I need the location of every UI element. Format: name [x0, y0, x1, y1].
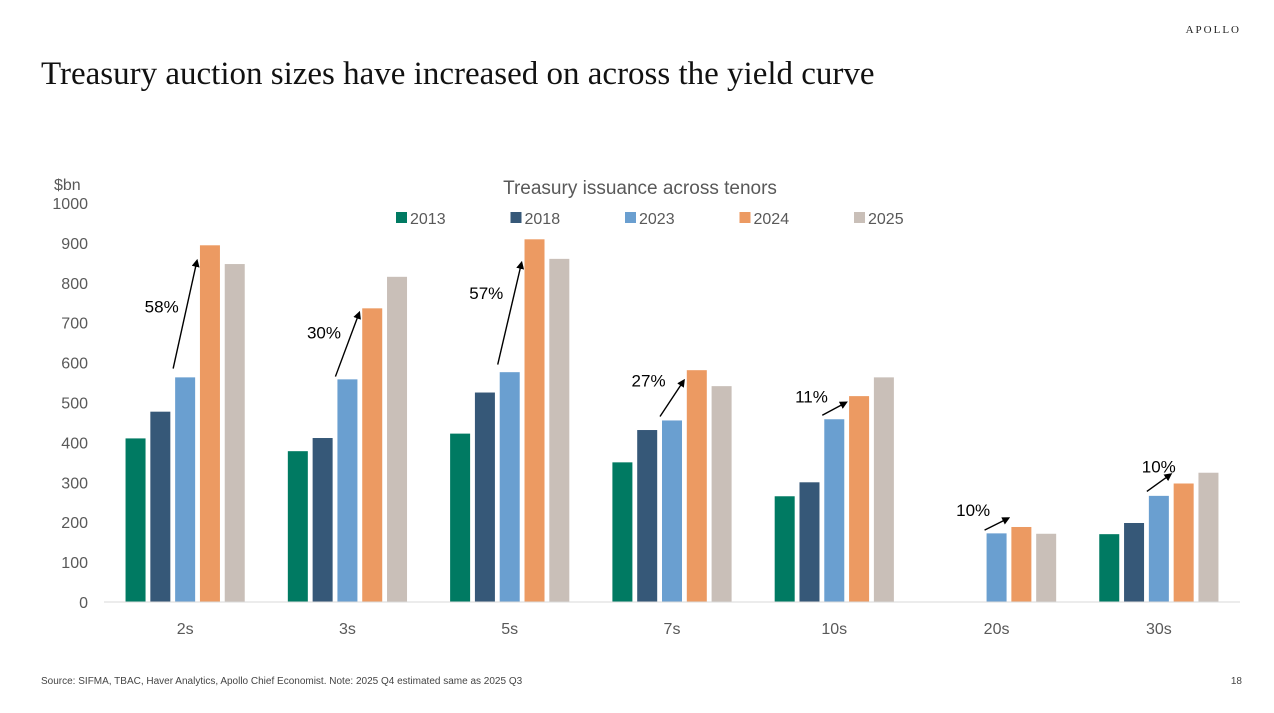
bar-2024-10s — [849, 396, 870, 602]
growth-label: 27% — [632, 372, 666, 391]
legend-item-2024: 2024 — [739, 211, 790, 228]
bar-2013-5s — [450, 433, 471, 602]
y-tick-label: 0 — [79, 595, 88, 612]
growth-label: 30% — [307, 324, 341, 343]
bar-2023-10s — [824, 419, 845, 602]
x-tick-label: 7s — [664, 621, 681, 638]
y-axis: 0 100 200 300 400 500 600 700 800 900 1000 — [52, 196, 88, 612]
annotation-7s: 27% — [632, 372, 685, 417]
legend-item-2018: 2018 — [510, 211, 561, 228]
brand-logo: APOLLO — [1185, 24, 1241, 36]
y-tick-label: 600 — [61, 356, 88, 373]
x-tick-label: 10s — [821, 621, 847, 638]
bar-2025-5s — [549, 258, 570, 602]
annotation-2s: 58% — [145, 258, 200, 369]
y-tick-label: 200 — [61, 515, 88, 532]
bar-2018-10s — [799, 482, 820, 602]
bar-2025-30s — [1198, 472, 1219, 602]
bar-2013-7s — [612, 462, 633, 602]
y-tick-label: 1000 — [52, 196, 88, 213]
bar-2023-7s — [662, 420, 682, 602]
legend-swatch — [510, 212, 522, 223]
x-tick-label: 5s — [501, 621, 518, 638]
annotation-30s: 10% — [1142, 457, 1176, 493]
legend-swatch — [625, 212, 636, 223]
bar-2025-3s — [387, 276, 408, 602]
bar-2025-20s — [1036, 533, 1057, 602]
growth-arrow — [334, 310, 361, 377]
legend-item-2023: 2023 — [625, 211, 675, 228]
bar-2024-3s — [362, 308, 383, 602]
legend-item-2013: 2013 — [396, 211, 446, 228]
bar-2013-10s — [774, 496, 795, 602]
annotation-10s: 11% — [795, 388, 848, 416]
legend-swatch — [739, 212, 751, 223]
growth-arrow — [1146, 473, 1173, 493]
growth-label: 57% — [469, 284, 503, 303]
legend-label: 2018 — [525, 211, 561, 228]
growth-arrow — [497, 260, 525, 365]
x-tick-label: 3s — [339, 621, 356, 638]
bar-2023-5s — [499, 372, 520, 602]
x-tick-label: 30s — [1146, 621, 1172, 638]
legend-item-2025: 2025 — [854, 211, 904, 228]
page-number: 18 — [1230, 676, 1242, 687]
annotation-20s: 10% — [956, 501, 1011, 531]
bar-2024-5s — [524, 239, 545, 602]
growth-arrow — [172, 258, 200, 369]
x-axis: 2s 3s 5s 7s 10s 20s 30s — [177, 621, 1172, 638]
bar-2025-10s — [873, 377, 894, 602]
bar-2018-7s — [637, 430, 658, 602]
bar-2013-30s — [1099, 534, 1120, 602]
x-tick-label: 2s — [177, 621, 194, 638]
legend-label: 2013 — [410, 211, 446, 228]
growth-label: 11% — [795, 388, 828, 407]
bar-2018-2s — [150, 411, 171, 602]
bar-2024-2s — [199, 245, 220, 602]
y-tick-label: 500 — [61, 396, 88, 413]
x-tick-label: 20s — [984, 621, 1010, 638]
y-tick-label: 400 — [61, 435, 88, 452]
growth-arrow — [821, 401, 848, 416]
legend-swatch — [396, 212, 407, 223]
bar-2023-2s — [175, 377, 196, 602]
y-tick-label: 100 — [61, 555, 88, 572]
legend-label: 2025 — [868, 211, 904, 228]
bar-2023-3s — [337, 379, 358, 602]
y-tick-label: 700 — [61, 316, 88, 333]
bar-2013-3s — [287, 451, 308, 602]
bars — [125, 239, 1219, 602]
annotation-3s: 30% — [307, 310, 361, 377]
bar-2023-30s — [1148, 495, 1169, 602]
growth-label: 10% — [956, 501, 990, 520]
y-tick-label: 800 — [61, 276, 88, 293]
growth-arrow — [984, 517, 1011, 531]
chart-title: Treasury issuance across tenors — [503, 178, 777, 199]
legend-label: 2024 — [754, 211, 790, 228]
bar-2025-2s — [224, 264, 245, 602]
legend: 2013 2018 2023 2024 2025 — [396, 211, 904, 228]
y-tick-label: 900 — [61, 236, 88, 253]
source-footnote: Source: SIFMA, TBAC, Haver Analytics, Ap… — [41, 676, 523, 687]
annotation-5s: 57% — [469, 260, 525, 365]
bar-2013-2s — [125, 438, 146, 602]
growth-arrow — [659, 378, 685, 417]
growth-annotations: 58% 30% 57% 27% 11% 10% 10% — [145, 258, 1176, 531]
bar-2018-3s — [312, 438, 333, 602]
legend-label: 2023 — [639, 211, 675, 228]
bar-2023-20s — [986, 533, 1007, 602]
y-axis-unit-label: $bn — [54, 177, 81, 194]
page-title: Treasury auction sizes have increased on… — [41, 56, 875, 92]
bar-2018-30s — [1124, 522, 1145, 602]
y-tick-label: 300 — [61, 475, 88, 492]
bar-2025-7s — [711, 386, 732, 602]
legend-swatch — [854, 212, 865, 223]
growth-label: 10% — [1142, 457, 1176, 476]
bar-2024-7s — [686, 370, 707, 602]
bar-2018-5s — [474, 392, 495, 602]
bar-2024-20s — [1011, 526, 1032, 602]
bar-2024-30s — [1173, 483, 1194, 602]
growth-label: 58% — [145, 298, 179, 317]
